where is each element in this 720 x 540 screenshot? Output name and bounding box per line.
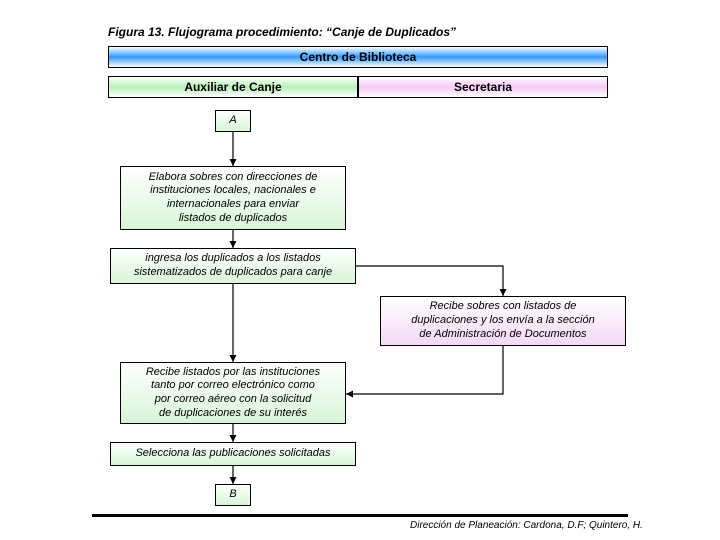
figure-title: Figura 13. Flujograma procedimiento: “Ca… <box>108 25 456 39</box>
flowchart-canvas: Figura 13. Flujograma procedimiento: “Ca… <box>0 0 720 540</box>
node-n1: Elabora sobres con direcciones de instit… <box>120 166 346 230</box>
node-n2: ingresa los duplicados a los listados si… <box>110 248 356 284</box>
node-B: B <box>215 484 251 506</box>
node-n4: Recibe listados por las instituciones ta… <box>120 362 346 424</box>
node-n5: Selecciona las publicaciones solicitadas <box>110 442 356 466</box>
header-label: Centro de Biblioteca <box>300 50 417 65</box>
node-A: A <box>215 110 251 132</box>
node-n3: Recibe sobres con listados de duplicacio… <box>380 296 626 346</box>
footer-credit: Dirección de Planeación: Cardona, D.F; Q… <box>410 520 643 531</box>
connector <box>346 346 503 394</box>
lane-header-1: Secretaria <box>358 76 608 98</box>
header-centro-biblioteca: Centro de Biblioteca <box>108 46 608 68</box>
footer-rule <box>92 514 628 517</box>
connector <box>356 266 503 296</box>
lane-header-0: Auxiliar de Canje <box>108 76 358 98</box>
